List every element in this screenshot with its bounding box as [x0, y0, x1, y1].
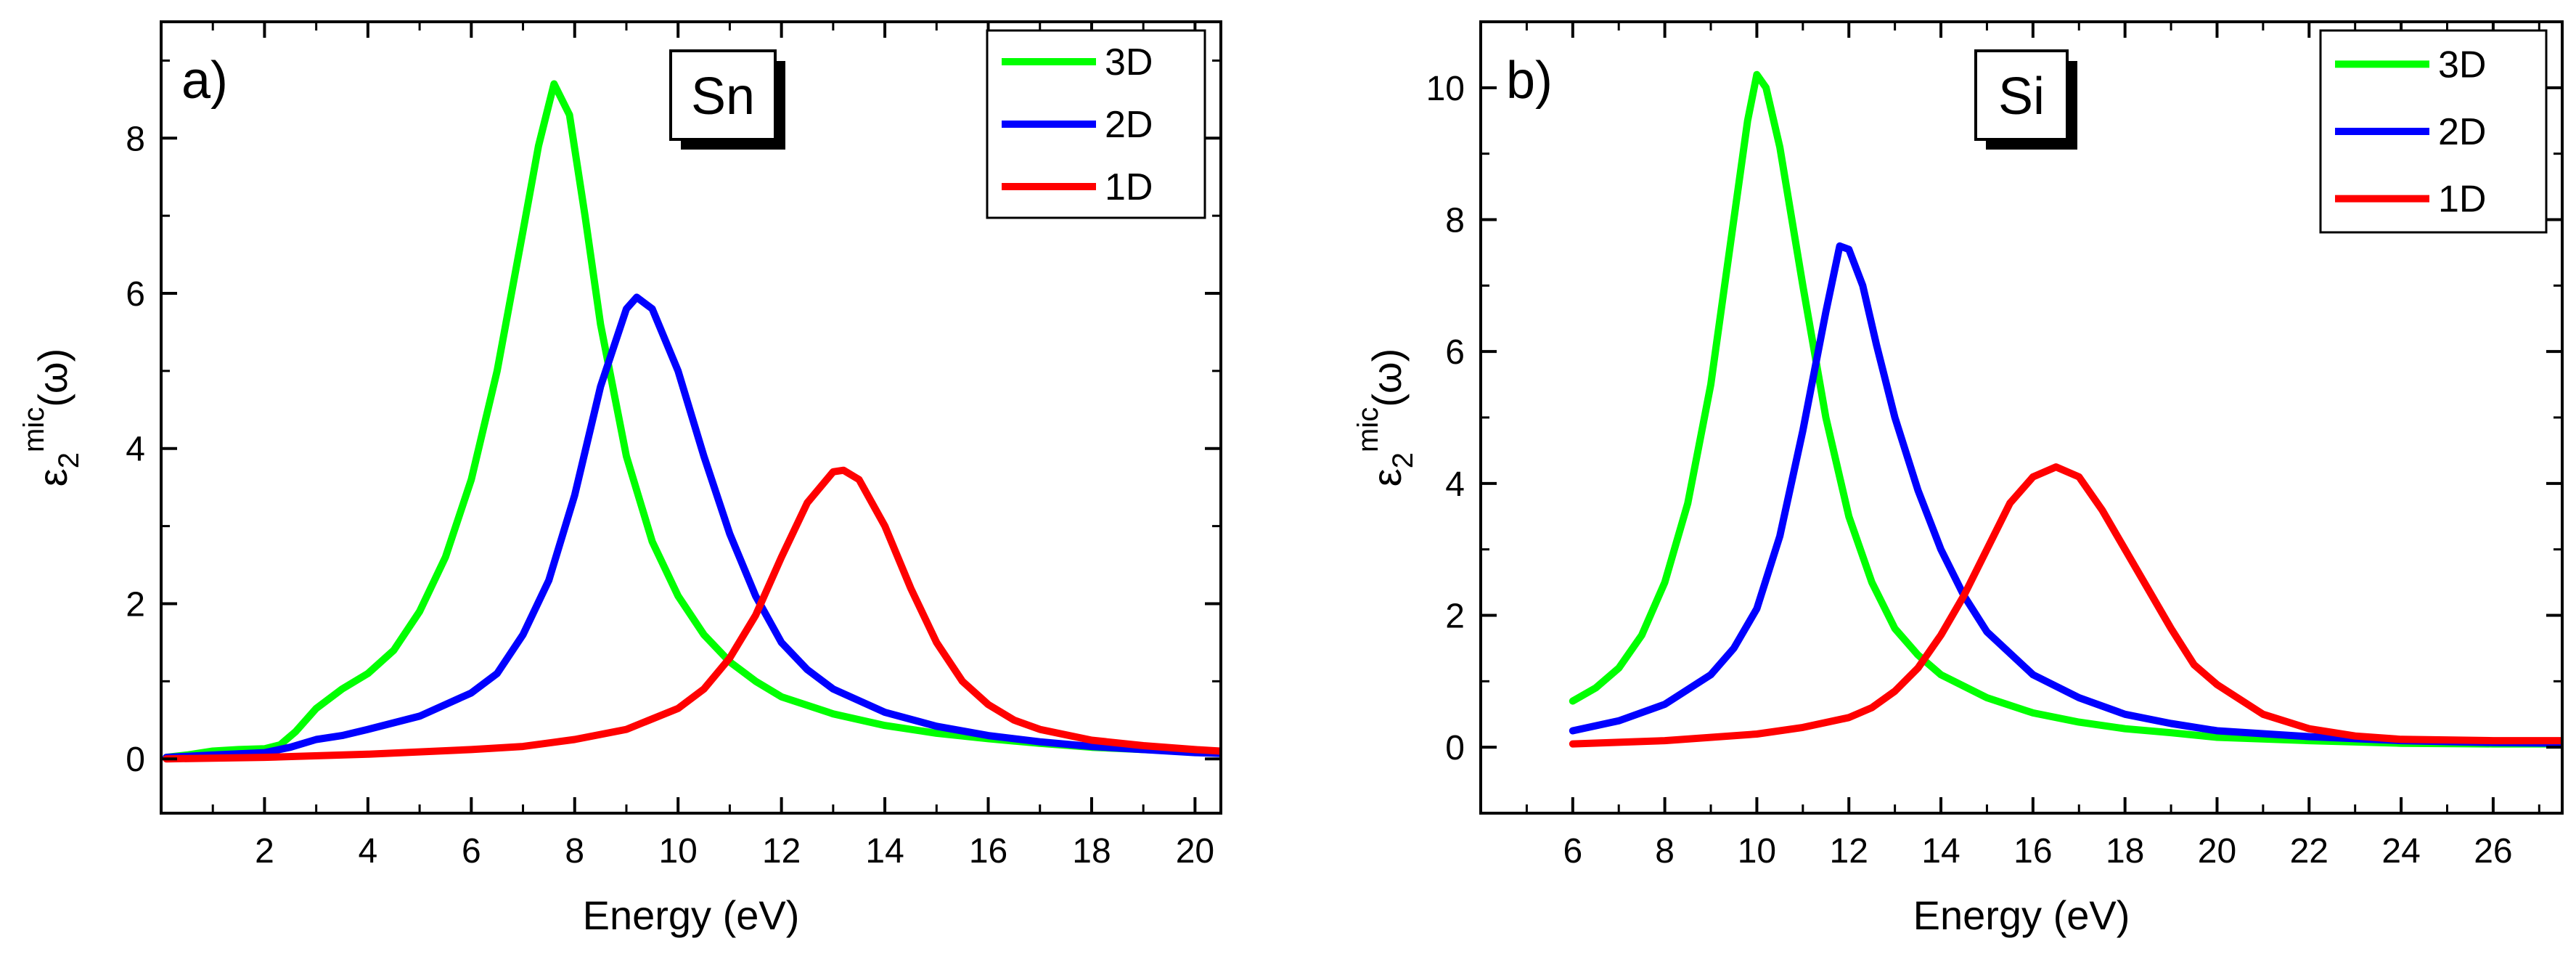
y-axis-label: ε2mic(ω)	[18, 349, 85, 486]
y-label-sup: mic	[1352, 407, 1384, 452]
x-tick-label: 14	[1921, 832, 1960, 871]
title-box	[669, 49, 777, 141]
y-label-arg: (ω)	[30, 349, 75, 407]
legend-label-2D: 2D	[2438, 111, 2486, 153]
series-line-1D	[1569, 463, 2562, 748]
y-tick-label: 2	[1445, 598, 1465, 636]
x-tick-label: 20	[1176, 832, 1214, 871]
series-line-3D	[1569, 70, 2562, 748]
x-tick-label: 10	[1738, 832, 1776, 871]
y-tick-label: 8	[1445, 202, 1465, 240]
series-line-2D	[1569, 242, 2562, 747]
y-label-sup: mic	[18, 407, 50, 452]
series-line-3D	[163, 80, 1221, 762]
chart-title: Sn	[691, 68, 755, 126]
plot-frame	[160, 20, 1222, 815]
legend-label-2D: 2D	[1105, 104, 1153, 146]
x-tick-label: 16	[969, 832, 1007, 871]
x-tick-label: 4	[359, 832, 378, 871]
x-tick-label: 18	[2106, 832, 2144, 871]
x-tick-label: 14	[865, 832, 904, 871]
x-tick-label: 12	[762, 832, 801, 871]
y-tick-label: 0	[1445, 729, 1465, 767]
x-tick-label: 18	[1072, 832, 1111, 871]
x-tick-label: 6	[462, 832, 481, 871]
x-axis-label: Energy (eV)	[1913, 892, 2130, 938]
x-tick-label: 8	[1655, 832, 1675, 871]
series-line-2D	[163, 293, 1221, 762]
x-tick-label: 24	[2381, 832, 2420, 871]
y-label-base: ε	[1364, 468, 1410, 486]
y-tick-label: 4	[126, 431, 145, 469]
y-tick-label: 6	[1445, 333, 1465, 372]
y-axis-label: ε2mic(ω)	[1352, 349, 1419, 486]
y-tick-label: 0	[126, 741, 145, 779]
title-box	[1974, 49, 2069, 141]
x-tick-label: 10	[658, 832, 697, 871]
legend-label-1D: 1D	[1105, 166, 1153, 208]
legend-label-3D: 3D	[2438, 44, 2486, 86]
y-tick-label: 6	[126, 275, 145, 314]
y-label-arg: (ω)	[1364, 349, 1410, 407]
y-tick-label: 10	[1426, 70, 1465, 108]
y-tick-label: 2	[126, 585, 145, 624]
y-label-sub: 2	[53, 452, 85, 468]
y-tick-label: 8	[126, 120, 145, 158]
legend-label-1D: 1D	[2438, 179, 2486, 221]
x-tick-label: 22	[2290, 832, 2328, 871]
panel-label: a)	[181, 52, 228, 110]
legend-label-3D: 3D	[1105, 41, 1153, 83]
y-label-sub: 2	[1387, 452, 1419, 468]
x-tick-label: 6	[1563, 832, 1582, 871]
x-tick-label: 2	[255, 832, 274, 871]
y-label-base: ε	[30, 468, 75, 486]
y-tick-label: 4	[1445, 465, 1465, 504]
x-tick-label: 26	[2474, 832, 2512, 871]
x-tick-label: 8	[565, 832, 584, 871]
series-line-1D	[163, 466, 1221, 763]
x-tick-label: 16	[2013, 832, 2052, 871]
x-tick-label: 20	[2198, 832, 2236, 871]
chart-title: Si	[1998, 68, 2045, 126]
x-axis-label: Energy (eV)	[583, 892, 800, 938]
panel-label: b)	[1506, 52, 1553, 110]
x-tick-label: 12	[1830, 832, 1868, 871]
